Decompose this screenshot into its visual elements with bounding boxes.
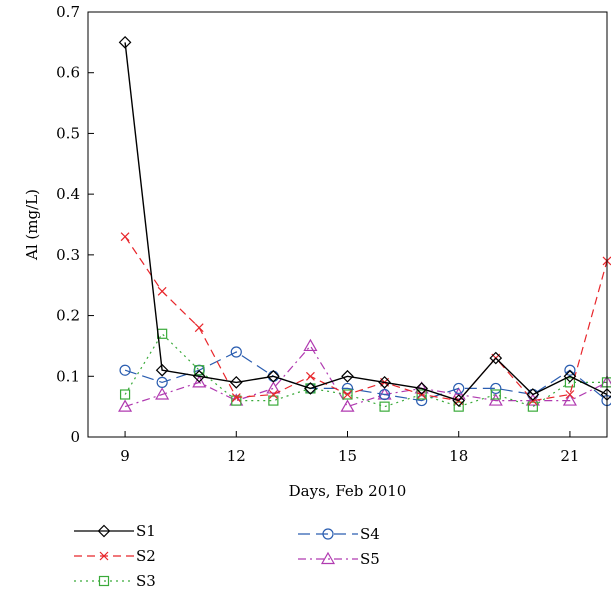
data-point — [155, 387, 170, 400]
legend-item-S5: S5 — [298, 550, 380, 568]
data-point — [306, 371, 315, 381]
legend-label: S3 — [136, 572, 156, 590]
series-line — [124, 42, 608, 402]
data-point — [453, 382, 465, 395]
legend-label: S1 — [136, 522, 156, 540]
x-tick-label: 9 — [120, 447, 130, 465]
y-tick-label: 0 — [70, 428, 80, 446]
data-point — [563, 369, 577, 383]
data-point — [120, 232, 130, 242]
data-point — [157, 286, 167, 296]
data-point — [416, 389, 427, 400]
data-point — [97, 524, 111, 538]
data-point — [118, 399, 133, 412]
y-axis-label: Al (mg/L) — [23, 189, 41, 261]
data-point — [99, 551, 109, 561]
data-point — [229, 376, 243, 389]
legend-label: S5 — [360, 550, 380, 568]
data-point — [527, 401, 538, 412]
y-tick-label: 0.2 — [56, 307, 80, 325]
data-point — [415, 382, 428, 395]
data-point — [320, 551, 336, 565]
data-point — [343, 390, 352, 399]
data-point — [119, 364, 131, 376]
data-point — [194, 365, 205, 376]
data-point — [155, 363, 169, 377]
data-point — [118, 36, 132, 49]
data-point — [453, 401, 464, 412]
data-point — [378, 388, 391, 401]
x-tick-label: 15 — [338, 447, 357, 465]
y-tick-label: 0.4 — [56, 185, 80, 203]
y-tick-label: 0.1 — [56, 367, 80, 385]
ticks-layer: 0 0.1 0.2 0.3 0.4 0.5 0.6 0.7 9 12 15 18 21 — [56, 3, 579, 465]
data-point — [342, 389, 353, 400]
data-point — [378, 376, 391, 389]
data-point — [341, 382, 354, 395]
legend-item-S2: S2 — [74, 547, 156, 565]
data-point — [303, 338, 318, 352]
data-point — [230, 346, 242, 358]
x-tick-label: 21 — [560, 447, 579, 465]
series-line — [124, 236, 608, 402]
legend: S1 S2 S3 S4 S5 — [74, 522, 380, 590]
data-point — [565, 390, 575, 399]
data-point — [268, 395, 279, 406]
data-point — [564, 377, 576, 388]
data-point — [490, 382, 502, 395]
data-point — [305, 383, 316, 394]
x-tick-label: 12 — [227, 447, 246, 465]
data-point — [156, 376, 168, 388]
y-tick-label: 0.6 — [56, 64, 80, 82]
data-point — [194, 323, 204, 333]
data-point — [322, 528, 334, 540]
data-point — [304, 382, 317, 395]
data-point — [98, 575, 110, 587]
data-point — [562, 393, 577, 406]
data-point — [231, 393, 241, 402]
data-point — [340, 399, 355, 412]
data-point — [490, 389, 501, 400]
data-point — [452, 394, 466, 407]
data-point — [489, 351, 503, 365]
data-point — [231, 395, 242, 406]
legend-item-S4: S4 — [298, 525, 380, 543]
data-point — [341, 369, 354, 383]
data-point — [526, 388, 540, 401]
y-tick-label: 0.3 — [56, 246, 80, 264]
data-point — [379, 401, 390, 412]
x-tick-label: 18 — [449, 447, 468, 465]
y-tick-label: 0.7 — [56, 3, 80, 21]
data-point — [416, 394, 428, 407]
plot-frame — [87, 11, 608, 438]
legend-item-S1: S1 — [74, 522, 156, 540]
series-layer — [118, 36, 611, 412]
data-point — [451, 387, 466, 400]
y-tick-label: 0.5 — [56, 124, 80, 142]
series-S1 — [118, 36, 611, 407]
data-point — [119, 389, 131, 400]
data-point — [266, 381, 281, 394]
data-point — [192, 369, 206, 383]
x-axis-label: Days, Feb 2010 — [289, 482, 407, 500]
series-line — [124, 344, 608, 408]
data-point — [267, 369, 280, 383]
data-point — [488, 393, 503, 406]
legend-label: S2 — [136, 547, 156, 565]
legend-label: S4 — [360, 525, 380, 543]
series-S5 — [118, 338, 611, 412]
data-point — [268, 390, 278, 399]
series-S3 — [119, 328, 611, 412]
data-point — [192, 375, 207, 388]
legend-item-S3: S3 — [74, 572, 156, 590]
data-point — [564, 364, 576, 376]
